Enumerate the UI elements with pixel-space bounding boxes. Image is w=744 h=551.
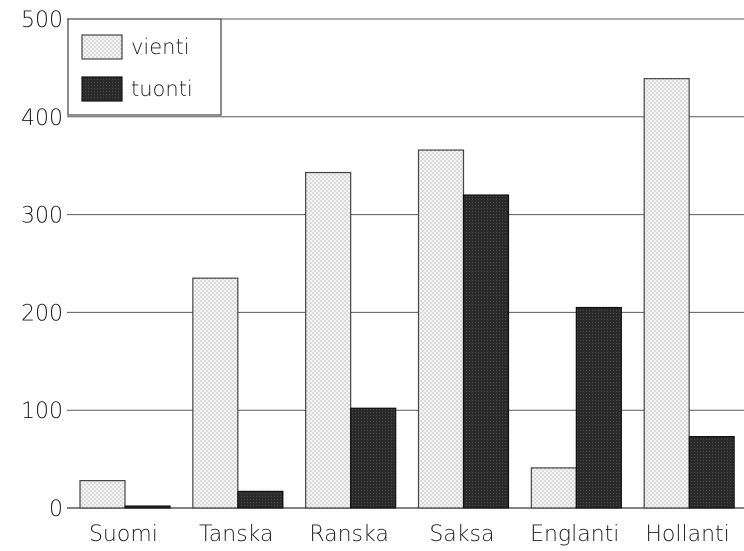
legend-label-vienti: vienti [131, 35, 190, 59]
bars [79, 78, 735, 509]
y-tick-label: 400 [21, 106, 63, 131]
legend-swatch-vienti [81, 34, 123, 60]
x-tick-label-tanska: Tanska [199, 522, 274, 546]
x-tick-label-ranska: Ranska [309, 522, 389, 546]
bar-vienti-saksa [417, 149, 465, 509]
legend: vienti tuonti [67, 18, 222, 116]
bar-vienti-englanti [530, 467, 577, 509]
y-tick-label: 500 [21, 8, 63, 33]
bar-tuonti-tanska [237, 490, 284, 509]
bar-vienti-suomi [79, 480, 126, 509]
y-tick-label: 200 [21, 301, 63, 326]
x-tick-label-saksa: Saksa [429, 522, 494, 546]
x-tick-label-hollanti: Hollanti [645, 522, 729, 546]
bar-vienti-hollanti [643, 78, 690, 509]
bar-tuonti-englanti [575, 306, 622, 509]
legend-swatch-tuonti [81, 76, 123, 102]
bar-vienti-ranska [305, 171, 352, 509]
x-tick-label-suomi: Suomi [89, 522, 158, 546]
legend-label-tuonti: tuonti [131, 77, 193, 101]
bar-tuonti-ranska [350, 407, 397, 509]
bar-tuonti-hollanti [688, 436, 735, 509]
x-axis-category-labels: Suomi Tanska Ranska Saksa Englanti Hollanti [89, 522, 730, 547]
bar-tuonti-saksa [462, 194, 510, 509]
x-tick-label-englanti: Englanti [530, 522, 619, 546]
y-tick-label: 0 [49, 497, 63, 522]
bar-tuonti-suomi [124, 505, 171, 509]
y-tick-label: 300 [21, 204, 63, 229]
y-tick-label: 100 [21, 399, 63, 424]
y-axis-tick-labels: 0 100 200 300 400 500 [21, 8, 63, 522]
bar-vienti-tanska [192, 277, 239, 509]
